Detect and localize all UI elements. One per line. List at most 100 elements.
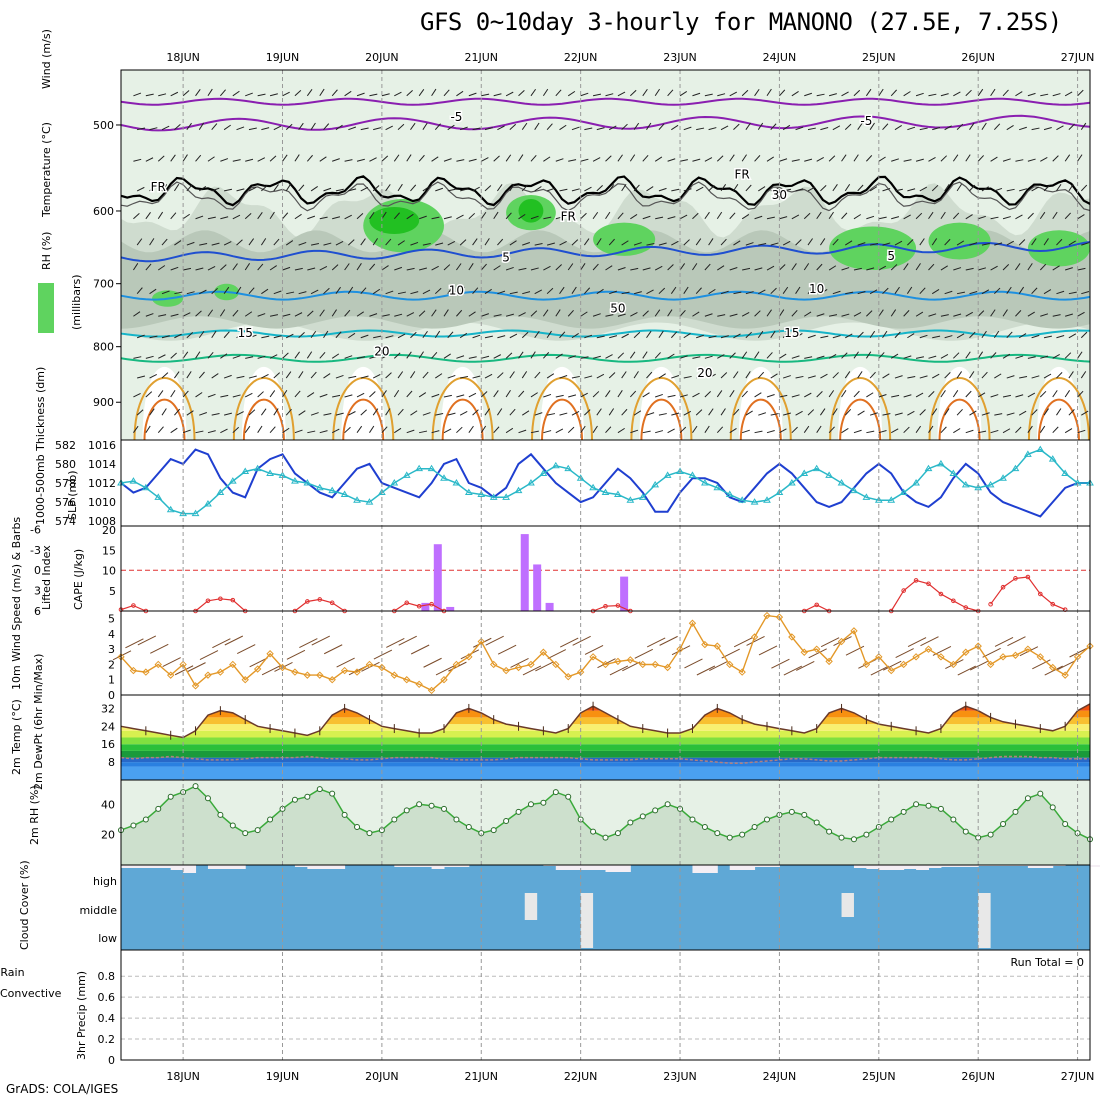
wind-barb [307, 430, 316, 434]
wind-barb [956, 408, 963, 416]
wind-barb [493, 314, 502, 317]
wind-barb [546, 330, 552, 339]
thickness-point [452, 479, 461, 486]
wind-barb [795, 375, 804, 379]
wind-speed-point [974, 642, 982, 650]
thickness-point [415, 464, 424, 472]
wind-barb [1064, 390, 1071, 398]
thickness-point [949, 469, 958, 476]
wind-barb [157, 390, 164, 398]
wind-barb [828, 93, 837, 97]
wind-barb [704, 211, 710, 220]
wind-barb [804, 158, 813, 162]
wind-barb [704, 425, 710, 433]
wind-barb [804, 92, 813, 97]
wind-barb [294, 267, 303, 271]
thickness-point [340, 490, 349, 497]
wind-barb [356, 425, 363, 433]
wind-barb [521, 122, 528, 130]
lifted-index-point [938, 591, 944, 597]
wind-barb [878, 265, 887, 271]
wind-barb [373, 127, 382, 131]
wind-barb [969, 122, 975, 130]
wind-barb [257, 355, 266, 359]
wind-speed-point [229, 660, 237, 669]
wind-barb [360, 238, 366, 246]
wind-barb [944, 335, 953, 339]
rh2m-point [441, 805, 447, 812]
wind-barb [894, 375, 903, 379]
wind-barb [182, 351, 189, 359]
wind-barb [1031, 186, 1039, 192]
cloud-high-gap [754, 865, 768, 867]
wind-speed-point [502, 666, 510, 675]
wind-barb [443, 89, 450, 97]
wind-barb [981, 371, 988, 379]
wind-barb [257, 313, 266, 317]
wind-barb [211, 123, 218, 130]
wind-barb [493, 354, 502, 359]
cloud-high-gap [953, 865, 967, 867]
wind-barb [223, 286, 230, 294]
x-tick-label-top: 20JUN [365, 51, 399, 64]
wind-barb [137, 375, 146, 379]
wind-barb [807, 375, 816, 379]
wind-barb [397, 333, 406, 339]
wind-barb [741, 390, 748, 398]
wind-barb [372, 185, 380, 192]
wind-barb [244, 213, 252, 220]
wind-barb [157, 426, 164, 434]
wind-barb [571, 188, 580, 192]
wind-barb [704, 157, 713, 162]
wind-barb [890, 264, 898, 271]
wind-barb [1006, 412, 1015, 416]
thickness-point [464, 488, 473, 496]
wind-barb [695, 238, 702, 246]
wind-barb-10m [796, 660, 815, 671]
wind-barb [952, 154, 959, 162]
wind-barb [468, 356, 477, 359]
wind-barb-10m [907, 637, 927, 648]
wind-barb [708, 335, 717, 339]
wind-barb [757, 330, 764, 339]
wind-barb [953, 313, 962, 317]
wind-barb [534, 186, 542, 192]
wind-barb [630, 89, 637, 97]
isotherm-30 [1037, 398, 1080, 441]
wind-barb [170, 427, 178, 434]
wind-barb [186, 184, 193, 192]
wind-barb [211, 187, 220, 192]
wind-barb [605, 314, 614, 317]
wind-barb [621, 183, 627, 192]
wind-barb [915, 425, 922, 433]
wind-barb [716, 211, 723, 220]
wind-barb [766, 216, 775, 220]
wind-barb [642, 215, 651, 220]
wind-barb [294, 351, 300, 359]
x-tick-label-bottom: 23JUN [663, 1070, 697, 1083]
thickness-point [564, 464, 573, 472]
wind-barb [1064, 428, 1073, 434]
wind-barb [1039, 263, 1047, 271]
wind-barb [186, 241, 195, 246]
wind-barb [472, 127, 481, 131]
rh2m-point [503, 817, 510, 824]
cloud-mid-gap [524, 893, 538, 920]
wind-barb [931, 408, 938, 416]
isotherm-30 [441, 398, 484, 441]
wind-barb [158, 93, 167, 97]
wind-barb [783, 188, 792, 192]
wind-barb [133, 356, 142, 359]
wind-speed-point [353, 668, 361, 676]
wind-barb-10m [1056, 660, 1076, 671]
wind-barb [331, 89, 338, 97]
wind-barb [853, 390, 860, 398]
wind-barb [758, 242, 767, 246]
wind-barb [654, 265, 663, 271]
wind-barb [633, 122, 640, 130]
wind-barb-10m [733, 637, 753, 648]
wind-barb [174, 371, 180, 379]
wind-barb [630, 429, 639, 434]
wind-barb [335, 188, 344, 192]
wind-barb [381, 211, 387, 220]
